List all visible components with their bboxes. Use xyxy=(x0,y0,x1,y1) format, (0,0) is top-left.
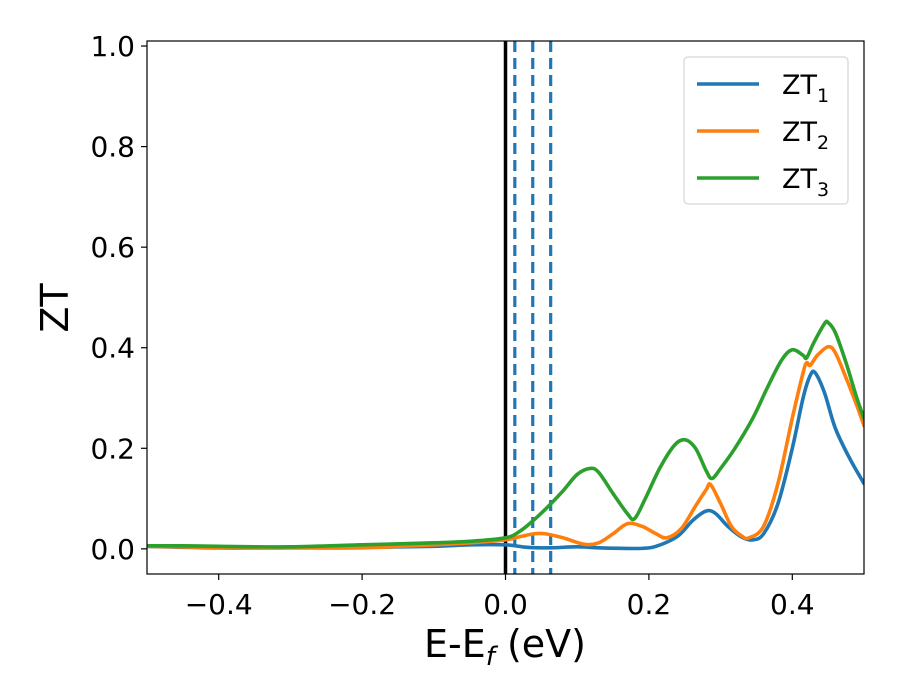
series-line-zt1 xyxy=(147,369,864,551)
legend-label-zt3: ZT3 xyxy=(782,164,829,201)
y-axis-title: ZT xyxy=(33,283,77,333)
series-group xyxy=(147,319,864,551)
vertical-lines xyxy=(503,41,553,574)
y-tick-label: 0.0 xyxy=(90,533,135,566)
legend: ZT1 ZT2 ZT3 xyxy=(683,56,849,205)
x-axis-title-unit: (eV) xyxy=(495,622,586,666)
y-tick-label: 0.6 xyxy=(90,231,135,264)
x-tick-label: −0.2 xyxy=(328,588,396,621)
legend-label-zt1: ZT1 xyxy=(782,70,829,107)
x-axis-ticks: −0.4 −0.2 0.0 0.2 0.4 xyxy=(185,574,815,621)
x-axis-title: E-Ef (eV) xyxy=(424,622,586,672)
y-tick-label: 0.2 xyxy=(90,432,135,465)
x-tick-label: 0.4 xyxy=(770,588,815,621)
legend-box xyxy=(683,56,849,205)
y-axis-ticks: 0.0 0.2 0.4 0.6 0.8 1.0 xyxy=(90,30,147,566)
series-line-zt2 xyxy=(147,344,864,550)
x-tick-label: −0.4 xyxy=(185,588,253,621)
series-line-zt3 xyxy=(147,319,864,549)
x-tick-label: 0.0 xyxy=(483,588,528,621)
legend-label-zt2: ZT2 xyxy=(782,117,829,154)
y-tick-label: 1.0 xyxy=(90,30,135,63)
y-tick-label: 0.8 xyxy=(90,131,135,164)
y-tick-label: 0.4 xyxy=(90,332,135,365)
x-tick-label: 0.2 xyxy=(627,588,672,621)
